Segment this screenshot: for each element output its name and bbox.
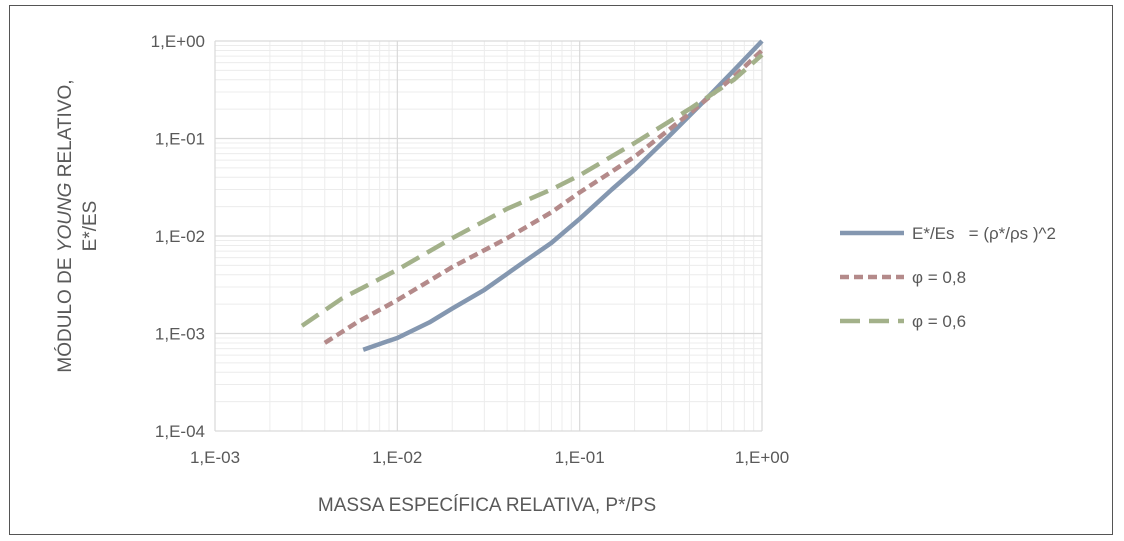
y-axis-title-line1: MÓDULO DE YOUNG RELATIVO, [54, 79, 76, 372]
chart-frame: 1,E-03 1,E-02 1,E-01 1,E+00 1,E-04 1,E-03 1,E-… [9, 5, 1113, 535]
x-tick-label: 1,E-01 [555, 448, 605, 467]
x-tick-label: 1,E-02 [372, 448, 422, 467]
legend: E*/Es = (ρ*/ρs )^2 φ = 0,8 φ = 0,6 [840, 224, 1056, 331]
x-axis-title: MASSA ESPECÍFICA RELATIVA, Ρ*/ΡS [318, 495, 656, 516]
y-tick-label: 1,E-03 [155, 325, 205, 344]
x-tick-label: 1,E+00 [735, 448, 789, 467]
legend-label-2: φ = 0,8 [912, 268, 966, 287]
series-line-2 [323, 48, 764, 345]
x-tick-label: 1,E-03 [190, 448, 240, 467]
y-tick-label: 1,E+00 [151, 32, 205, 51]
legend-label-1: E*/Es = (ρ*/ρs )^2 [912, 224, 1056, 243]
series-line-1 [362, 39, 764, 352]
y-tick-label: 1,E-01 [155, 130, 205, 149]
y-tick-label: 1,E-04 [155, 422, 205, 441]
y-tick-label: 1,E-02 [155, 227, 205, 246]
grid [214, 40, 763, 432]
y-axis-title: MÓDULO DE YOUNG RELATIVO, E*/ES [54, 79, 101, 372]
series-line-3 [300, 53, 764, 328]
line-chart: 1,E-03 1,E-02 1,E-01 1,E+00 1,E-04 1,E-03 1,E-… [54, 32, 1056, 516]
y-axis-title-line2: E*/ES [80, 201, 101, 252]
tick-labels: 1,E-03 1,E-02 1,E-01 1,E+00 1,E-04 1,E-03 1,E-… [151, 32, 790, 467]
series-lines [300, 39, 764, 352]
legend-label-3: φ = 0,6 [912, 312, 966, 331]
